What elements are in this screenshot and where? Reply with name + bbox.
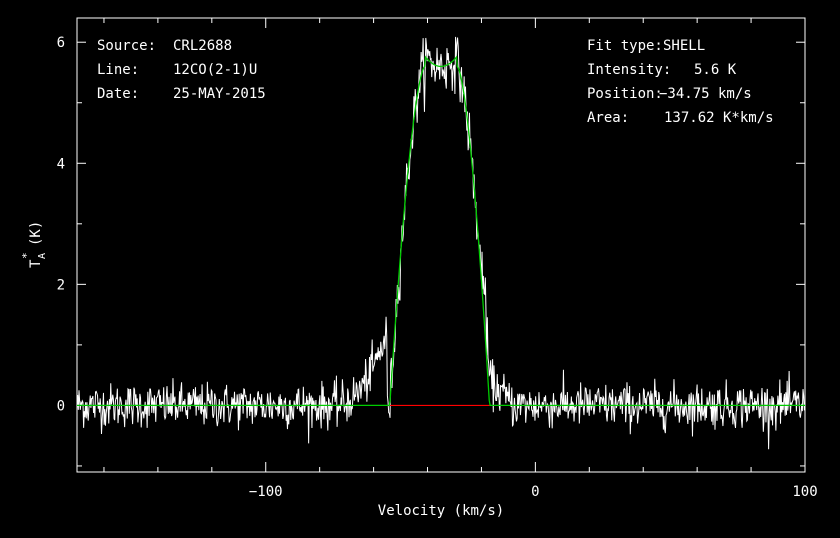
y-axis-label-main: T — [28, 259, 44, 268]
y-tick-label: 2 — [57, 277, 65, 293]
area-value: 137.62 K*km/s — [664, 110, 774, 126]
fit-curve — [77, 55, 805, 407]
position-value: −34.75 km/s — [659, 86, 752, 102]
y-tick-label: 6 — [57, 35, 65, 51]
y-axis-label-unit: (K) — [28, 221, 44, 246]
source-label: Source: — [97, 38, 156, 54]
x-tick-label: 100 — [792, 484, 817, 500]
fit-type-value: SHELL — [663, 38, 705, 54]
area-label: Area: — [587, 110, 629, 126]
position-label: Position: — [587, 86, 663, 102]
series-layer — [76, 36, 806, 450]
intensity-value: 5.6 K — [694, 62, 737, 78]
y-tick-label: 0 — [57, 398, 65, 414]
y-axis-label-sub: A — [37, 253, 48, 259]
plot-frame — [76, 17, 806, 473]
line-label: Line: — [97, 62, 139, 78]
fit-type-label: Fit type: — [587, 38, 663, 54]
x-tick-label: −100 — [249, 484, 283, 500]
info-left: Source: CRL2688 Line: 12CO(2-1)U Date: 2… — [97, 38, 266, 102]
info-right: Fit type: SHELL Intensity: 5.6 K Positio… — [587, 38, 774, 126]
x-axis: −100 0 100 — [103, 18, 818, 500]
x-axis-label: Velocity (km/s) — [378, 503, 504, 519]
date-label: Date: — [97, 86, 139, 102]
spectrum-line — [76, 36, 806, 450]
line-value: 12CO(2-1)U — [173, 62, 257, 78]
y-tick-label: 4 — [57, 156, 65, 172]
date-value: 25-MAY-2015 — [173, 86, 266, 102]
intensity-label: Intensity: — [587, 62, 671, 78]
x-tick-label: 0 — [531, 484, 539, 500]
y-axis: 0 2 4 6 — [57, 35, 805, 467]
source-value: CRL2688 — [173, 38, 232, 54]
y-axis-label: T A * (K) — [20, 221, 48, 268]
y-axis-label-sup: * — [20, 252, 33, 259]
